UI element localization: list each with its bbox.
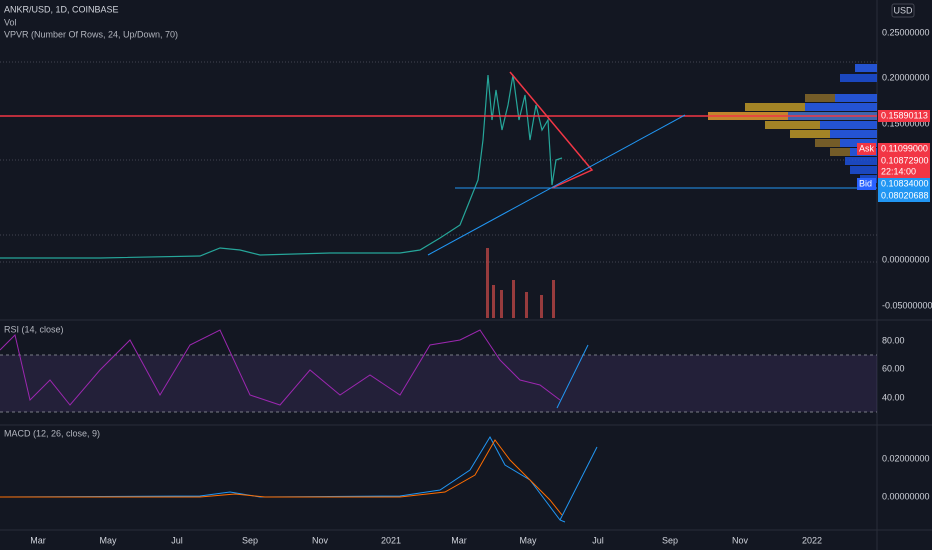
time-tick: Sep xyxy=(662,535,678,545)
low-price: 0.08020688 xyxy=(881,190,929,200)
shape xyxy=(845,157,877,165)
symbol: ANKR/USD, 1D, COINBASE xyxy=(4,4,119,14)
vpvr xyxy=(708,64,877,183)
price-tick: 0.15000000 xyxy=(882,118,930,128)
rsi-tick: 60.00 xyxy=(882,363,905,373)
currency-box[interactable] xyxy=(891,3,915,18)
macd-tick: 0.00000000 xyxy=(882,491,930,501)
shape xyxy=(855,64,877,72)
bid-label: Bid xyxy=(859,178,872,188)
macd-line xyxy=(0,435,566,523)
shape xyxy=(830,148,850,156)
rsi-tick: 40.00 xyxy=(882,392,905,402)
shape xyxy=(765,121,820,129)
time-tick: Jul xyxy=(592,535,604,545)
triangle xyxy=(509,71,594,189)
shape xyxy=(540,295,543,318)
time-tick: Nov xyxy=(732,535,749,545)
shape xyxy=(835,94,877,102)
shape xyxy=(745,103,805,111)
ask-label: Ask xyxy=(859,143,875,153)
shape xyxy=(878,143,930,178)
time-tick: May xyxy=(99,535,117,545)
level-tag: 0.15890113 xyxy=(881,110,928,120)
shape xyxy=(850,166,877,174)
time-axis: Mar May Jul Sep Nov 2021 Mar May Jul Sep Nov 2022 xyxy=(30,535,822,545)
countdown: 22:14:00 xyxy=(881,166,916,176)
macd-arrow xyxy=(559,446,598,521)
macd-label: MACD (12, 26, close, 9) xyxy=(4,428,100,438)
price-tick: 0.00000000 xyxy=(882,254,930,264)
shape xyxy=(525,292,528,318)
dotted-levels xyxy=(0,61,877,263)
shape xyxy=(878,110,930,122)
shape xyxy=(790,130,830,138)
shape xyxy=(805,94,835,102)
shape xyxy=(878,178,930,202)
time-tick: Mar xyxy=(30,535,46,545)
shape xyxy=(512,280,515,318)
rsi-tick: 80.00 xyxy=(882,335,905,345)
time-tick: Nov xyxy=(312,535,329,545)
shape xyxy=(830,130,877,138)
time-tick: Sep xyxy=(242,535,258,545)
vol-label: Vol xyxy=(4,17,17,27)
shape xyxy=(857,178,876,190)
vpvr-label: VPVR (Number Of Rows, 24, Up/Down, 70) xyxy=(4,29,178,39)
price-tick: -0.05000000 xyxy=(882,300,932,310)
trend-arrow xyxy=(427,114,686,256)
volume xyxy=(486,248,555,318)
shape xyxy=(552,280,555,318)
text-layer: ANKR/USD, 1D, COINBASE Vol VPVR (Number … xyxy=(4,3,932,545)
shape xyxy=(500,290,503,318)
time-tick: 2022 xyxy=(802,535,822,545)
time-tick: May xyxy=(519,535,537,545)
bid-price: 0.10834000 xyxy=(881,178,929,188)
signal-line xyxy=(0,439,563,516)
rsi-band xyxy=(0,355,877,412)
last-price: 0.10872900 xyxy=(881,155,929,165)
time-tick: Mar xyxy=(451,535,467,545)
shape xyxy=(820,121,877,129)
ask-price: 0.11099000 xyxy=(881,143,928,153)
price-tick: 0.25000000 xyxy=(882,27,930,37)
shape xyxy=(486,248,489,318)
shape xyxy=(492,285,495,318)
shape xyxy=(815,139,840,147)
shape xyxy=(805,103,877,111)
time-tick: 2021 xyxy=(381,535,401,545)
shape xyxy=(840,74,877,82)
price-line xyxy=(0,74,563,259)
time-tick: Jul xyxy=(171,535,183,545)
currency[interactable]: USD xyxy=(893,5,913,15)
price-tick: 0.20000000 xyxy=(882,72,930,82)
rsi-label: RSI (14, close) xyxy=(4,324,64,334)
macd-tick: 0.02000000 xyxy=(882,453,930,463)
rsi-arrow xyxy=(556,344,589,409)
shape xyxy=(857,143,876,155)
rsi-line xyxy=(0,329,561,406)
